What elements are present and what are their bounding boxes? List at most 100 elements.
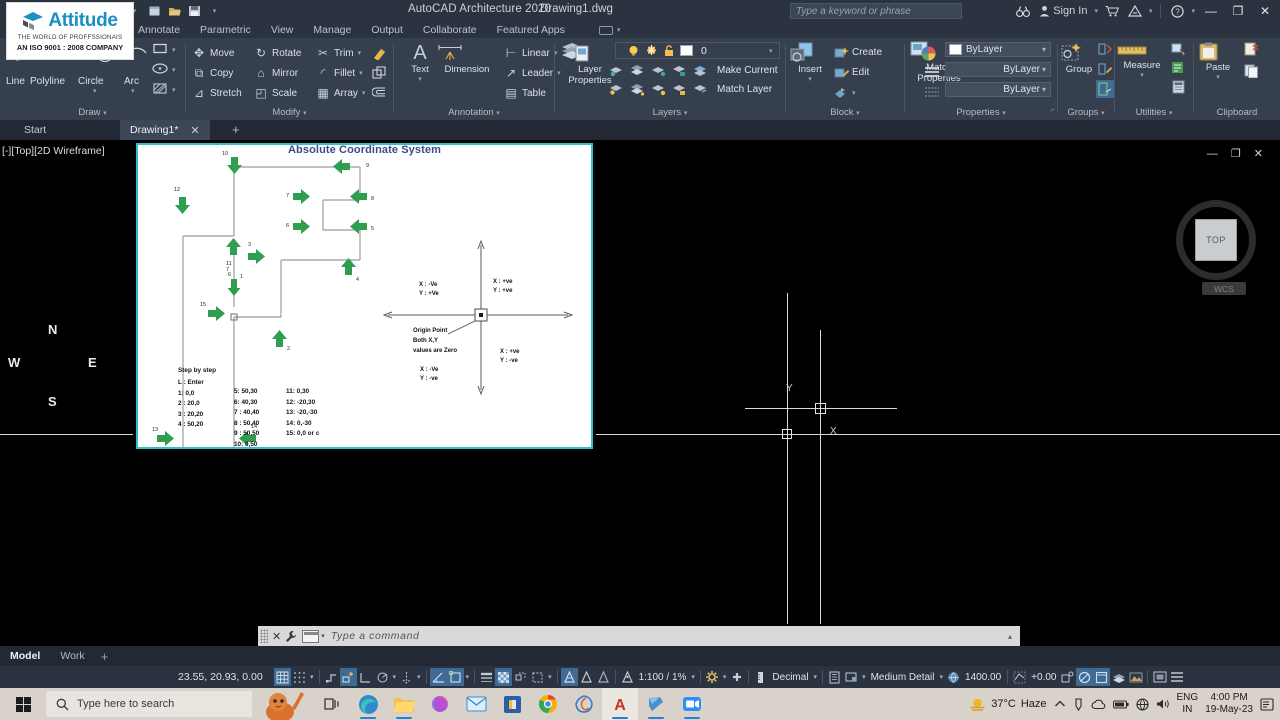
command-line-wrench-icon[interactable] [285, 630, 297, 643]
layer-on-icon[interactable] [627, 44, 640, 57]
cut-plane-icon[interactable] [1011, 668, 1028, 686]
layer-freeze-all-icon[interactable] [651, 83, 666, 96]
view-cube[interactable]: TOP [1164, 188, 1268, 292]
block-edit-button[interactable]: Edit [834, 66, 869, 79]
object-snap-tracking-toggle[interactable] [398, 668, 415, 686]
hardware-acceleration-icon[interactable] [1127, 668, 1144, 686]
layer-key-style-icon[interactable] [826, 668, 843, 686]
help-icon[interactable]: ? [1169, 4, 1186, 18]
trim-dropdown-icon[interactable]: ▾ [357, 50, 362, 57]
start-button[interactable] [0, 688, 46, 720]
ortho-mode-toggle[interactable] [357, 668, 374, 686]
match-layer-label[interactable]: Match Layer [717, 84, 773, 95]
command-history-dropdown-icon[interactable]: ▾ [321, 633, 325, 640]
units-value[interactable]: Decimal [772, 671, 809, 683]
group-edit-icon[interactable] [1098, 62, 1113, 76]
file-tab-start[interactable]: Start [14, 120, 56, 140]
block-create-button[interactable]: Create [834, 46, 882, 59]
properties-dialog-launcher-icon[interactable]: ⌐ [1050, 107, 1055, 114]
ribbon-tab-manage[interactable]: Manage [313, 24, 352, 36]
modify-scale-button[interactable]: ◰ Scale [254, 86, 297, 100]
modify-fillet-button[interactable]: ◜ Fillet ▾ [316, 66, 363, 80]
pen-icon[interactable] [1073, 697, 1084, 711]
ucs-selector[interactable]: WCS [1202, 282, 1246, 295]
workspace-dropdown-icon[interactable]: ▾ [722, 674, 727, 681]
units-dropdown-icon[interactable]: ▾ [813, 674, 818, 681]
new-file-tab-button[interactable]: + [232, 122, 240, 137]
quick-calc-green-icon[interactable] [1171, 61, 1187, 75]
paste-button[interactable]: Paste ▾ [1196, 42, 1240, 81]
modify-trim-button[interactable]: ✂ Trim ▾ [316, 46, 361, 60]
polar-tracking-toggle[interactable] [374, 668, 391, 686]
quick-select-icon[interactable] [1171, 42, 1187, 56]
dynamic-input-toggle[interactable] [339, 668, 357, 686]
gizmo-toggle[interactable] [595, 668, 612, 686]
linetype-dropdown-icon[interactable]: ▾ [1041, 65, 1046, 74]
annotation-text-button[interactable]: A Text ▾ [400, 42, 440, 83]
layer-lock-icon[interactable] [663, 44, 675, 57]
display-config-dropdown-icon[interactable]: ▾ [862, 674, 866, 681]
sign-in-button[interactable]: Sign In [1037, 5, 1089, 17]
sign-in-dropdown-icon[interactable]: ▾ [1094, 8, 1098, 15]
hatch-dropdown-icon[interactable]: ▾ [172, 87, 176, 94]
layer-lock-tool-icon[interactable] [672, 64, 687, 77]
office-icon[interactable] [422, 688, 458, 720]
drawing-window-controls[interactable]: — ❐ ✕ [1206, 148, 1268, 160]
annotation-table-button[interactable]: ▤ Table [504, 86, 546, 100]
visual-style-icon[interactable] [1110, 668, 1127, 686]
command-line-grip[interactable] [260, 629, 268, 643]
firefox-dev-icon[interactable] [566, 688, 602, 720]
language-indicator[interactable]: ENG IN [1177, 692, 1199, 716]
customization-menu-icon[interactable] [1168, 668, 1185, 686]
add-tools-icon[interactable]: ✚ [732, 671, 742, 684]
layer-isolate-icon[interactable] [609, 64, 624, 77]
grid-display-toggle[interactable] [274, 668, 291, 686]
layer-turn-all-on-icon[interactable] [630, 83, 645, 96]
match-layer-icon[interactable] [693, 83, 708, 96]
chevron-up-icon[interactable] [1054, 699, 1066, 709]
angle-snap-toggle[interactable] [429, 668, 447, 686]
draw-polyline-button[interactable]: Polyline [30, 76, 65, 87]
linear-dropdown-icon[interactable]: ▾ [553, 50, 558, 57]
ungroup-icon[interactable] [1098, 42, 1113, 56]
annotation-scale-dropdown-icon[interactable]: ▾ [691, 674, 695, 681]
file-tab-drawing1[interactable]: Drawing1* ✕ [120, 120, 210, 140]
save-icon[interactable] [186, 3, 203, 19]
ribbon-tab-annotate[interactable]: Annotate [138, 24, 181, 36]
workspace-gear-icon[interactable] [704, 668, 721, 686]
panel-title-draw[interactable]: Draw ▾ [78, 107, 107, 118]
circle-dropdown-icon[interactable]: ▾ [93, 88, 97, 95]
osnap-dropdown-icon[interactable]: ▾ [465, 674, 470, 681]
erase-icon[interactable] [372, 46, 387, 60]
modify-stretch-button[interactable]: ⊿ Stretch [192, 86, 242, 100]
object-color-dropdown-icon[interactable]: ▾ [1041, 45, 1046, 54]
ribbon-tab-view[interactable]: View [270, 24, 294, 36]
layer-combo-dropdown-icon[interactable]: ▾ [769, 48, 773, 55]
annotation-scale-value[interactable]: 1:100 / 1% [638, 671, 687, 683]
ribbon-tab-parametric[interactable]: Parametric [200, 24, 251, 36]
lineweight-combo[interactable]: ByLayer ▾ [945, 82, 1051, 97]
edge-icon[interactable] [350, 688, 386, 720]
lineweight-icon[interactable] [925, 86, 939, 98]
battery-icon[interactable] [1112, 699, 1129, 709]
3dosnap-dropdown-icon[interactable]: ▾ [548, 674, 552, 681]
detail-level-value[interactable]: Medium Detail [870, 671, 935, 683]
group-button[interactable]: Group [1060, 42, 1098, 75]
offset-icon[interactable] [372, 86, 387, 98]
coordinate-readout[interactable]: 23.55, 20.93, 0.00 [178, 671, 263, 683]
annotation-visibility-icon[interactable] [619, 668, 636, 686]
paste-dropdown-icon[interactable]: ▾ [1216, 74, 1220, 81]
layer-properties-button[interactable]: Layer Properties [559, 40, 621, 86]
snap-dropdown-icon[interactable]: ▾ [310, 674, 314, 681]
annotation-leader-button[interactable]: ↗ Leader ▾ [504, 66, 561, 80]
clock-widget[interactable]: 4:00 PM 19-May-23 [1205, 692, 1253, 716]
units-icon[interactable] [752, 668, 769, 686]
ribbon-tab-collaborate[interactable]: Collaborate [422, 24, 477, 36]
elevation-value[interactable]: 1400.00 [965, 671, 1002, 683]
notification-icon[interactable] [1260, 697, 1274, 711]
polar-dropdown-icon[interactable]: ▾ [392, 674, 397, 681]
display-config-icon[interactable] [843, 668, 860, 686]
leader-dropdown-icon[interactable]: ▾ [557, 70, 561, 77]
modify-array-button[interactable]: ▦ Array ▾ [316, 86, 365, 100]
object-snap-toggle[interactable] [446, 668, 464, 686]
